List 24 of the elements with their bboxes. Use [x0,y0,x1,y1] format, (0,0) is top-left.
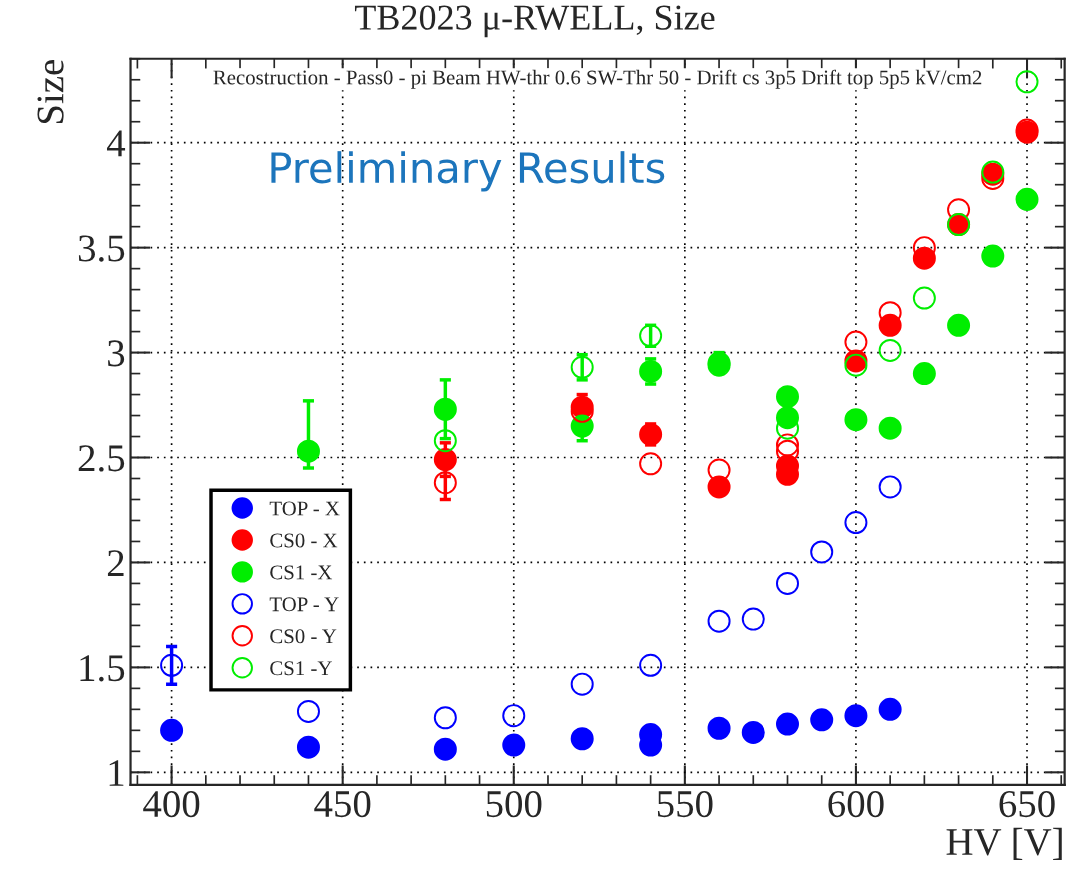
legend-label: CS1 -X [270,565,333,580]
y-tick-label: 1 [109,760,124,786]
x-tick-label: 550 [657,790,713,818]
x-axis-title: HV [V] [946,827,1062,861]
y-tick-label: 3 [108,340,125,367]
chart-title: TB2023 μ-RWELL, Size [354,5,715,38]
x-tick-label: 500 [486,790,542,818]
x-tick-label: 450 [314,790,371,818]
x-tick-label: 650 [999,790,1055,818]
legend-label: TOP - Y [269,597,339,612]
chart-subtitle: Recostruction - Pass0 - pi Beam HW-thr 0.6 SW-Thr 50 - Drift cs 3p5 Drift top 5p5 kV/cm2 [213,69,982,89]
y-tick-label: 1.5 [80,655,125,682]
y-axis-title: Size [37,60,64,124]
legend-label: CS0 - Y [270,629,337,644]
y-tick-label: 2 [107,550,124,576]
legend-label: CS1 -Y [270,661,332,676]
annotation: Preliminary Results [271,151,665,192]
x-tick-label: 600 [828,790,884,818]
y-tick-label: 4 [106,130,126,157]
y-tick-label: 3.5 [78,235,125,262]
legend-label: TOP - X [269,501,340,516]
x-tick-label: 400 [143,790,200,818]
legend-label: CS0 - X [270,533,338,548]
y-tick-label: 2.5 [78,445,125,472]
